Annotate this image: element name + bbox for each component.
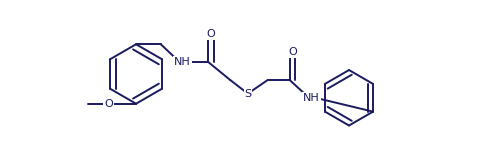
- Text: NH: NH: [303, 93, 320, 103]
- Text: O: O: [288, 47, 297, 57]
- Text: S: S: [245, 89, 251, 99]
- Text: O: O: [104, 99, 112, 109]
- Text: O: O: [207, 29, 216, 39]
- Text: NH: NH: [174, 57, 191, 67]
